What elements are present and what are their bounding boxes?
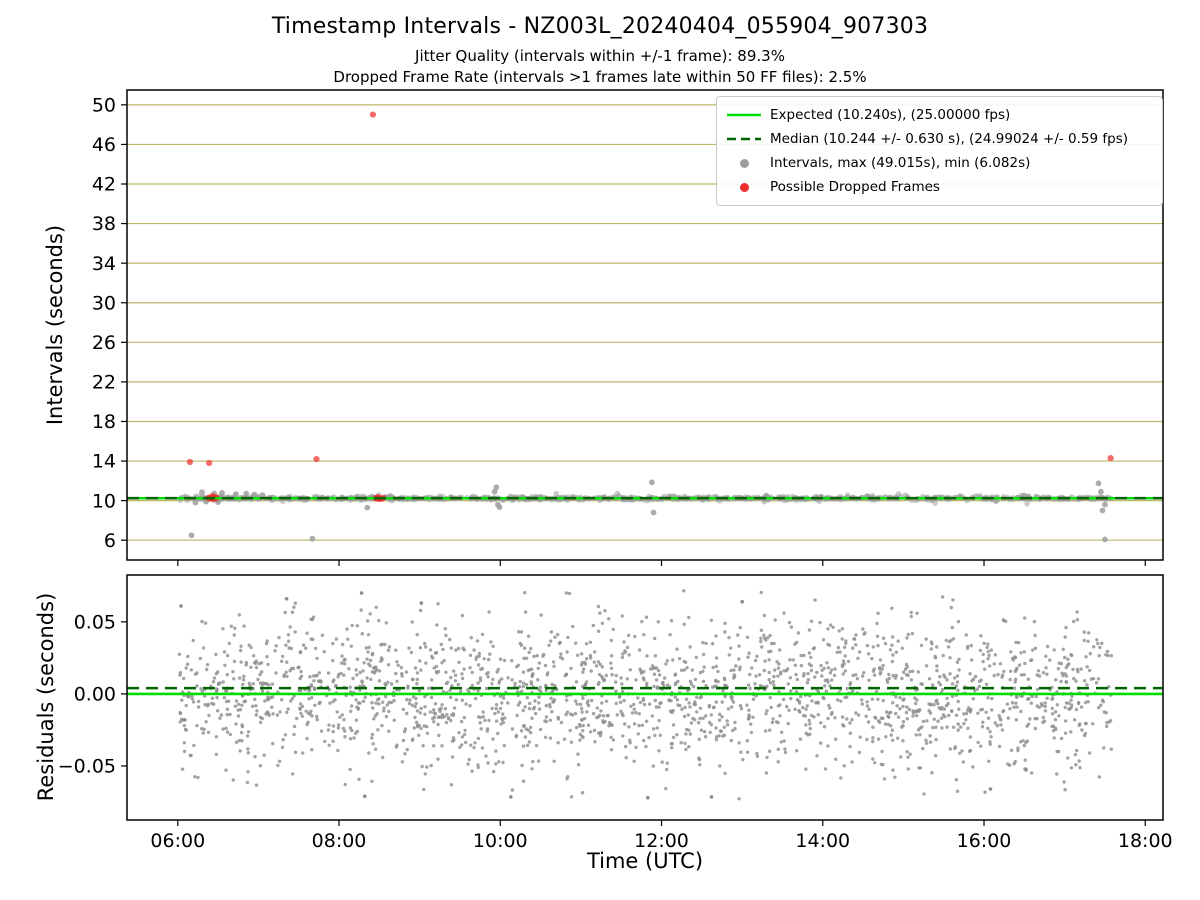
legend-label-median: Median (10.244 +/- 0.630 s), (24.99024 +… xyxy=(770,131,1129,147)
svg-text:0.00: 0.00 xyxy=(74,684,116,706)
svg-text:06:00: 06:00 xyxy=(150,830,205,852)
y-axis-label-intervals: Intervals (seconds) xyxy=(43,224,67,426)
svg-text:−0.05: −0.05 xyxy=(58,756,116,778)
svg-text:14: 14 xyxy=(92,451,116,473)
svg-text:26: 26 xyxy=(92,332,116,354)
median-line-swatch-icon xyxy=(727,137,761,141)
svg-text:42: 42 xyxy=(92,174,116,196)
chart-title: Timestamp Intervals - NZ003L_20240404_05… xyxy=(271,14,929,39)
svg-text:12:00: 12:00 xyxy=(634,830,689,852)
interval-points xyxy=(177,479,1114,543)
chart-subtitle-jitter: Jitter Quality (intervals within +/-1 fr… xyxy=(415,47,785,65)
expected-line-swatch-icon xyxy=(727,113,761,117)
svg-text:0.05: 0.05 xyxy=(74,611,116,633)
svg-text:30: 30 xyxy=(92,292,116,314)
axis-ticks: −0.05 0.00 0.05 06:00 08:00 10:00 12:00 14:00 16… xyxy=(58,611,1173,852)
chart-subtitle-dropped: Dropped Frame Rate (intervals >1 frames … xyxy=(333,68,867,86)
plot-border xyxy=(126,89,1164,561)
plot-border xyxy=(126,574,1164,821)
legend-item-intervals: Intervals, max (49.015s), min (6.082s) xyxy=(727,153,1152,173)
legend-label-expected: Expected (10.240s), (25.00000 fps) xyxy=(770,107,1011,123)
legend-label-dropped: Possible Dropped Frames xyxy=(770,179,940,195)
svg-text:50: 50 xyxy=(92,94,116,116)
dropped-marker-icon xyxy=(727,182,761,192)
legend-item-dropped: Possible Dropped Frames xyxy=(727,177,1152,197)
svg-text:38: 38 xyxy=(92,213,116,235)
svg-text:46: 46 xyxy=(92,134,116,156)
svg-text:18:00: 18:00 xyxy=(1118,830,1173,852)
x-axis-label-time: Time (UTC) xyxy=(586,849,704,873)
legend-item-median: Median (10.244 +/- 0.630 s), (24.99024 +… xyxy=(727,129,1152,149)
intervals-marker-icon xyxy=(727,158,761,168)
residuals-plot: −0.05 0.00 0.05 06:00 08:00 10:00 12:00 14:00 16… xyxy=(58,574,1173,852)
svg-text:34: 34 xyxy=(92,253,116,275)
svg-text:10:00: 10:00 xyxy=(473,830,528,852)
legend-label-intervals: Intervals, max (49.015s), min (6.082s) xyxy=(770,155,1031,171)
residual-points xyxy=(177,589,1114,801)
legend-item-expected: Expected (10.240s), (25.00000 fps) xyxy=(727,105,1152,125)
axis-ticks: 6 10 14 18 22 26 30 34 38 42 46 50 xyxy=(92,94,1146,566)
svg-text:08:00: 08:00 xyxy=(312,830,367,852)
svg-text:6: 6 xyxy=(104,530,116,552)
svg-text:16:00: 16:00 xyxy=(957,830,1012,852)
legend: Expected (10.240s), (25.00000 fps) Media… xyxy=(716,96,1163,206)
svg-text:18: 18 xyxy=(92,411,116,433)
svg-text:22: 22 xyxy=(92,372,116,394)
intervals-plot: 6 10 14 18 22 26 30 34 38 42 46 50 xyxy=(92,89,1164,566)
y-axis-label-residuals: Residuals (seconds) xyxy=(34,592,58,802)
svg-text:10: 10 xyxy=(92,490,116,512)
svg-text:14:00: 14:00 xyxy=(795,830,850,852)
